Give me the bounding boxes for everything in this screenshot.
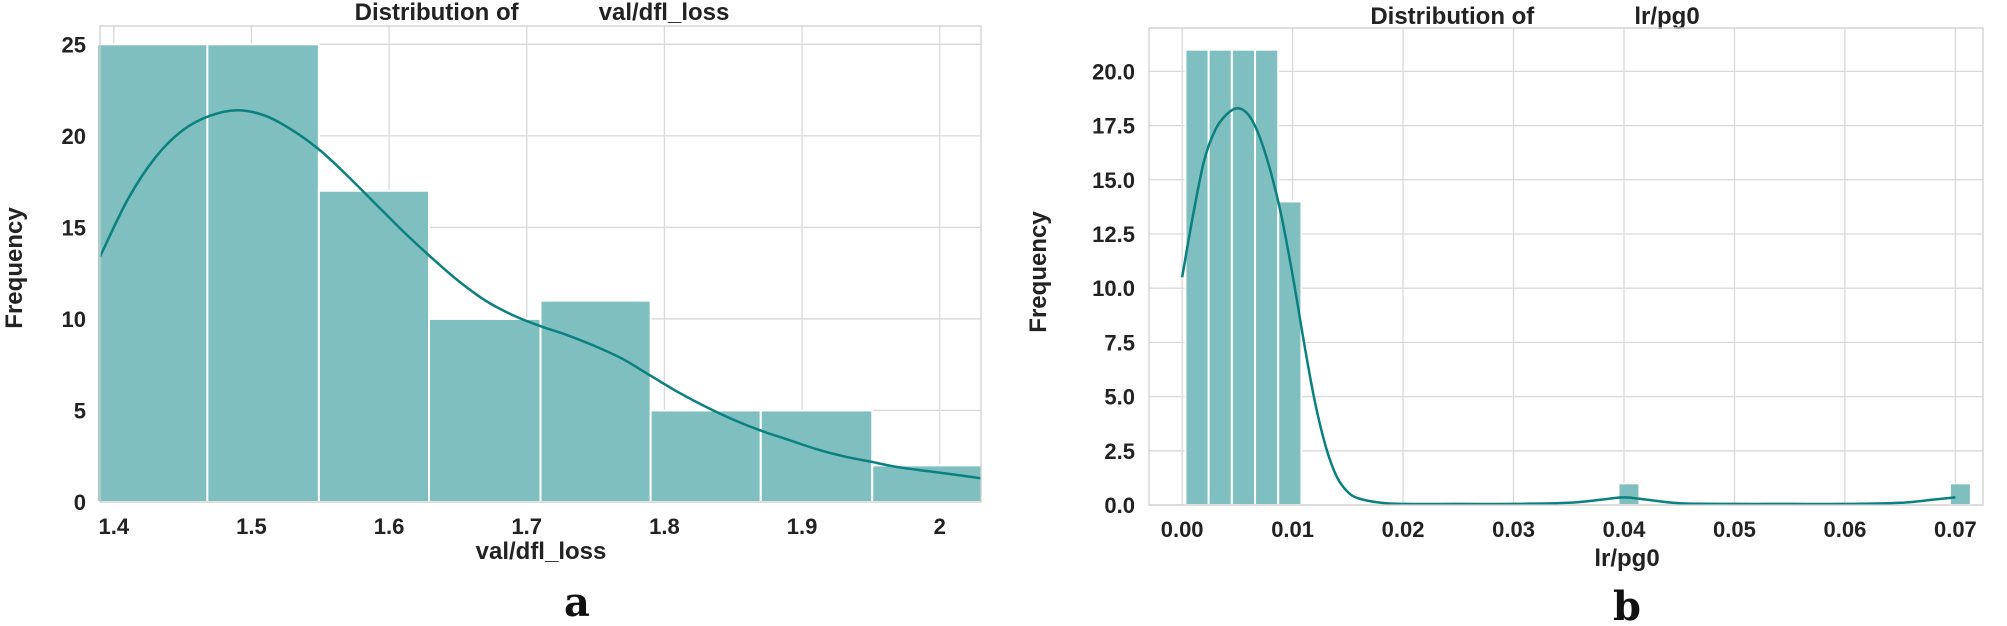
x-tick-label: 0.01 — [1271, 517, 1314, 542]
chart-b-title: Distribution of lr/pg0 — [1370, 3, 1699, 30]
x-tick-label: 0.02 — [1382, 517, 1425, 542]
y-tick-label: 0.0 — [1104, 493, 1135, 518]
y-tick-label: 10.0 — [1092, 276, 1135, 301]
histogram-bar — [759, 409, 874, 504]
chart-b-x-ticks: 0.00 0.01 0.02 0.03 0.04 0.05 0.06 0.07 — [1161, 517, 1977, 542]
histogram-bar — [96, 43, 209, 504]
chart-b: Distribution of lr/pg0 0.00 0.01 0.02 0.03 0… — [1025, 3, 1984, 626]
y-tick-label: 15 — [62, 215, 86, 240]
x-tick-label: 1.9 — [787, 514, 818, 539]
x-tick-label: 1.5 — [236, 514, 267, 539]
chart-a-bars — [96, 43, 984, 504]
chart-b-y-ticks: 0.0 2.5 5.0 7.5 10.0 12.5 15.0 17.5 20.0 — [1092, 59, 1135, 518]
x-tick-label: 1.6 — [374, 514, 405, 539]
x-tick-label: 1.8 — [649, 514, 680, 539]
y-tick-label: 0 — [74, 490, 86, 515]
x-tick-label: 0.06 — [1824, 517, 1867, 542]
y-tick-label: 7.5 — [1104, 330, 1135, 355]
chart-a-title: Distribution of val/dfl_loss — [355, 0, 730, 26]
histogram-bar — [1617, 482, 1641, 506]
y-tick-label: 10 — [62, 307, 86, 332]
histogram-bar — [1254, 48, 1280, 506]
chart-b-bars — [1184, 48, 1972, 506]
y-tick-label: 20.0 — [1092, 59, 1135, 84]
chart-b-frame — [1148, 27, 1984, 506]
x-tick-label: 1.4 — [98, 514, 129, 539]
chart-b-kde-line — [1180, 106, 1956, 506]
x-tick-label: 0.03 — [1492, 517, 1535, 542]
histogram-bar — [317, 189, 430, 503]
x-tick-label: 0.04 — [1603, 517, 1647, 542]
y-tick-label: 15.0 — [1092, 168, 1135, 193]
chart-a-y-ticks: 0 5 10 15 20 25 — [62, 32, 86, 515]
chart-a-kde-line — [98, 108, 982, 480]
x-tick-label: 2 — [934, 514, 946, 539]
histogram-bar — [1948, 482, 1972, 506]
histogram-bar — [1207, 48, 1233, 506]
chart-a-panel-letter: a — [564, 579, 590, 626]
histogram-bar — [206, 43, 320, 504]
x-tick-label: 1.7 — [511, 514, 542, 539]
histogram-bar — [427, 317, 542, 503]
chart-a-x-ticks: 1.4 1.5 1.6 1.7 1.8 1.9 2 — [98, 514, 945, 539]
y-tick-label: 5 — [74, 398, 86, 423]
y-tick-label: 25 — [62, 32, 86, 57]
x-tick-label: 0.07 — [1934, 517, 1977, 542]
chart-a-frame — [99, 25, 982, 503]
y-tick-label: 17.5 — [1092, 114, 1135, 139]
chart-b-ylabel: Frequency — [1025, 211, 1052, 333]
chart-a-ylabel: Frequency — [1, 207, 28, 329]
y-tick-label: 5.0 — [1104, 385, 1135, 410]
y-tick-label: 12.5 — [1092, 222, 1135, 247]
histogram-bar — [649, 409, 762, 504]
histogram-bar — [1277, 200, 1303, 506]
chart-b-panel-letter: b — [1613, 583, 1641, 626]
histogram-bar — [1184, 48, 1210, 506]
y-tick-label: 2.5 — [1104, 439, 1135, 464]
x-tick-label: 0.05 — [1713, 517, 1756, 542]
chart-a-xlabel: val/dfl_loss — [476, 538, 607, 565]
x-tick-label: 0.00 — [1161, 517, 1204, 542]
y-tick-label: 20 — [62, 124, 86, 149]
chart-b-xlabel: lr/pg0 — [1594, 545, 1659, 572]
chart-a: Distribution of val/dfl_loss 1.4 1.5 1.6 1.… — [1, 0, 984, 626]
